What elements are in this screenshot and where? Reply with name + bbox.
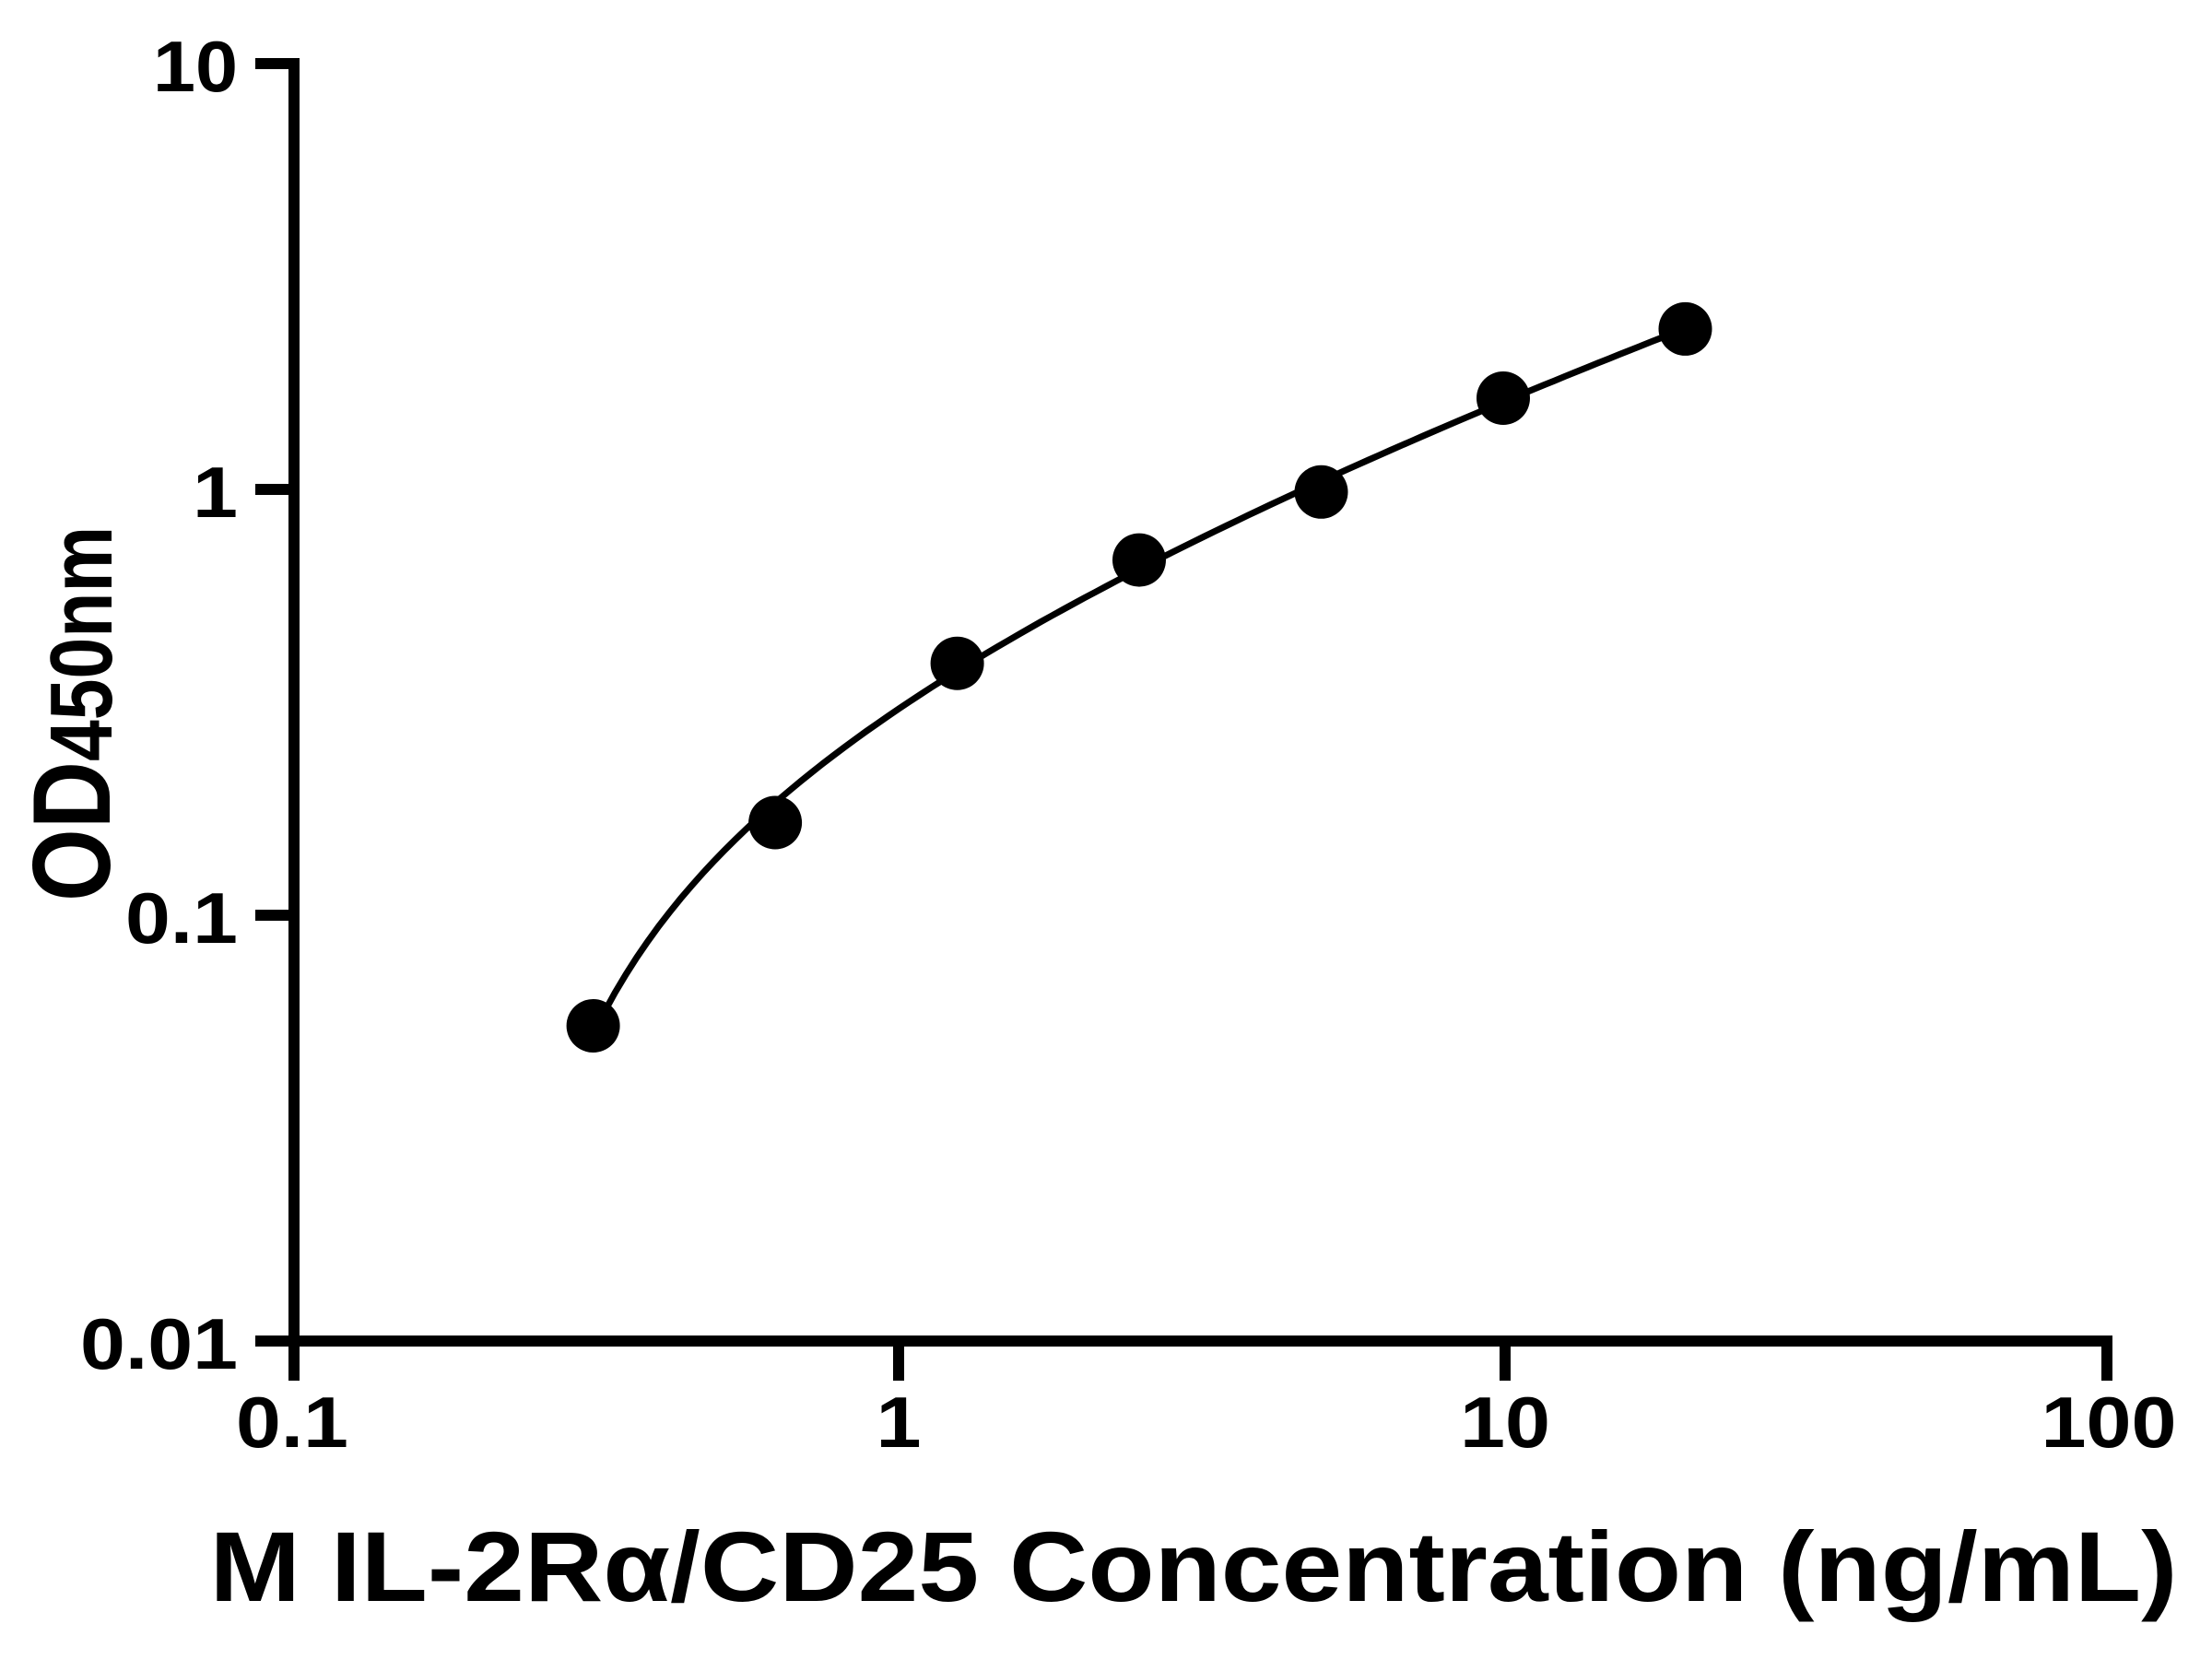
svg-text:10: 10	[153, 26, 238, 107]
svg-text:1: 1	[877, 1382, 922, 1463]
svg-text:100: 100	[2041, 1382, 2177, 1463]
svg-text:450nm: 450nm	[32, 526, 131, 761]
svg-text:0.1: 0.1	[125, 877, 238, 959]
svg-text:0.01: 0.01	[80, 1303, 238, 1384]
svg-text:1: 1	[193, 452, 238, 533]
svg-text:M IL-2Rα/CD25 Concentration (n: M IL-2Rα/CD25 Concentration (ng/mL)	[210, 1511, 2178, 1622]
svg-text:0.1: 0.1	[236, 1382, 348, 1463]
svg-text:10: 10	[1460, 1382, 1550, 1463]
svg-text:OD: OD	[10, 761, 134, 901]
